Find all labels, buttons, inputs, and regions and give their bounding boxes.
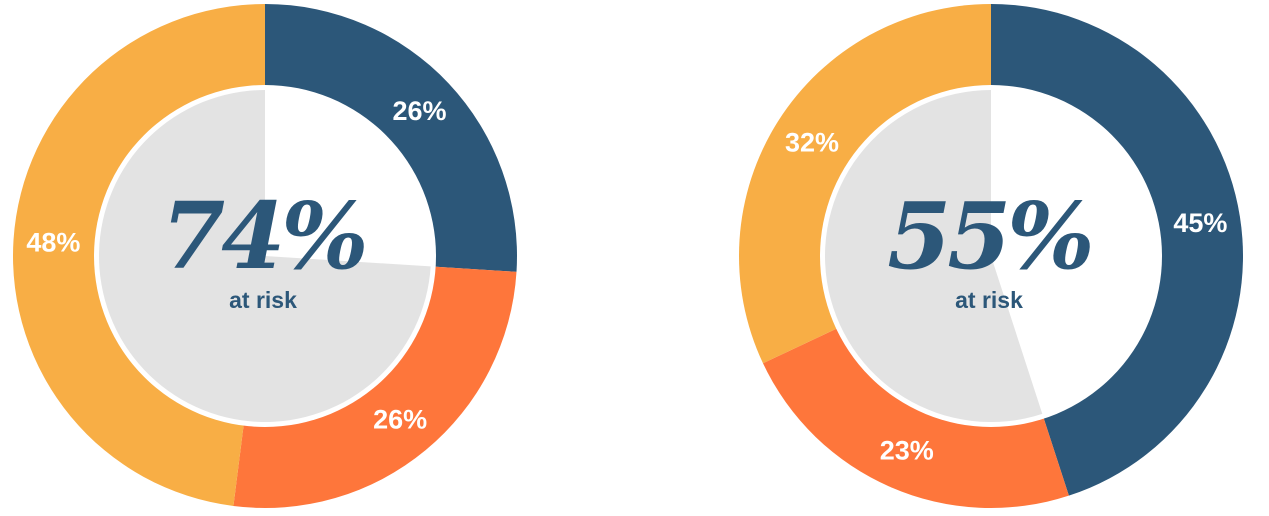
slice-label: 26% [373,404,427,434]
inner-filled-wedge [99,90,431,423]
slice-label: 26% [393,96,447,126]
slice-label: 32% [785,127,839,157]
center-label: at risk [955,287,1023,313]
donut-chart-left: 26% 26% 48% 74%at risk [12,4,517,509]
donut-chart-right: 45% 23% 32% 55%at risk [738,4,1243,509]
center-label: at risk [229,287,297,313]
center-value: 55% [887,182,1091,290]
inner-filled-wedge [825,90,1043,422]
slice-label: 23% [880,436,934,466]
center-value: 74% [161,182,365,290]
slice-label: 45% [1173,208,1227,238]
slice-label: 48% [26,228,80,258]
